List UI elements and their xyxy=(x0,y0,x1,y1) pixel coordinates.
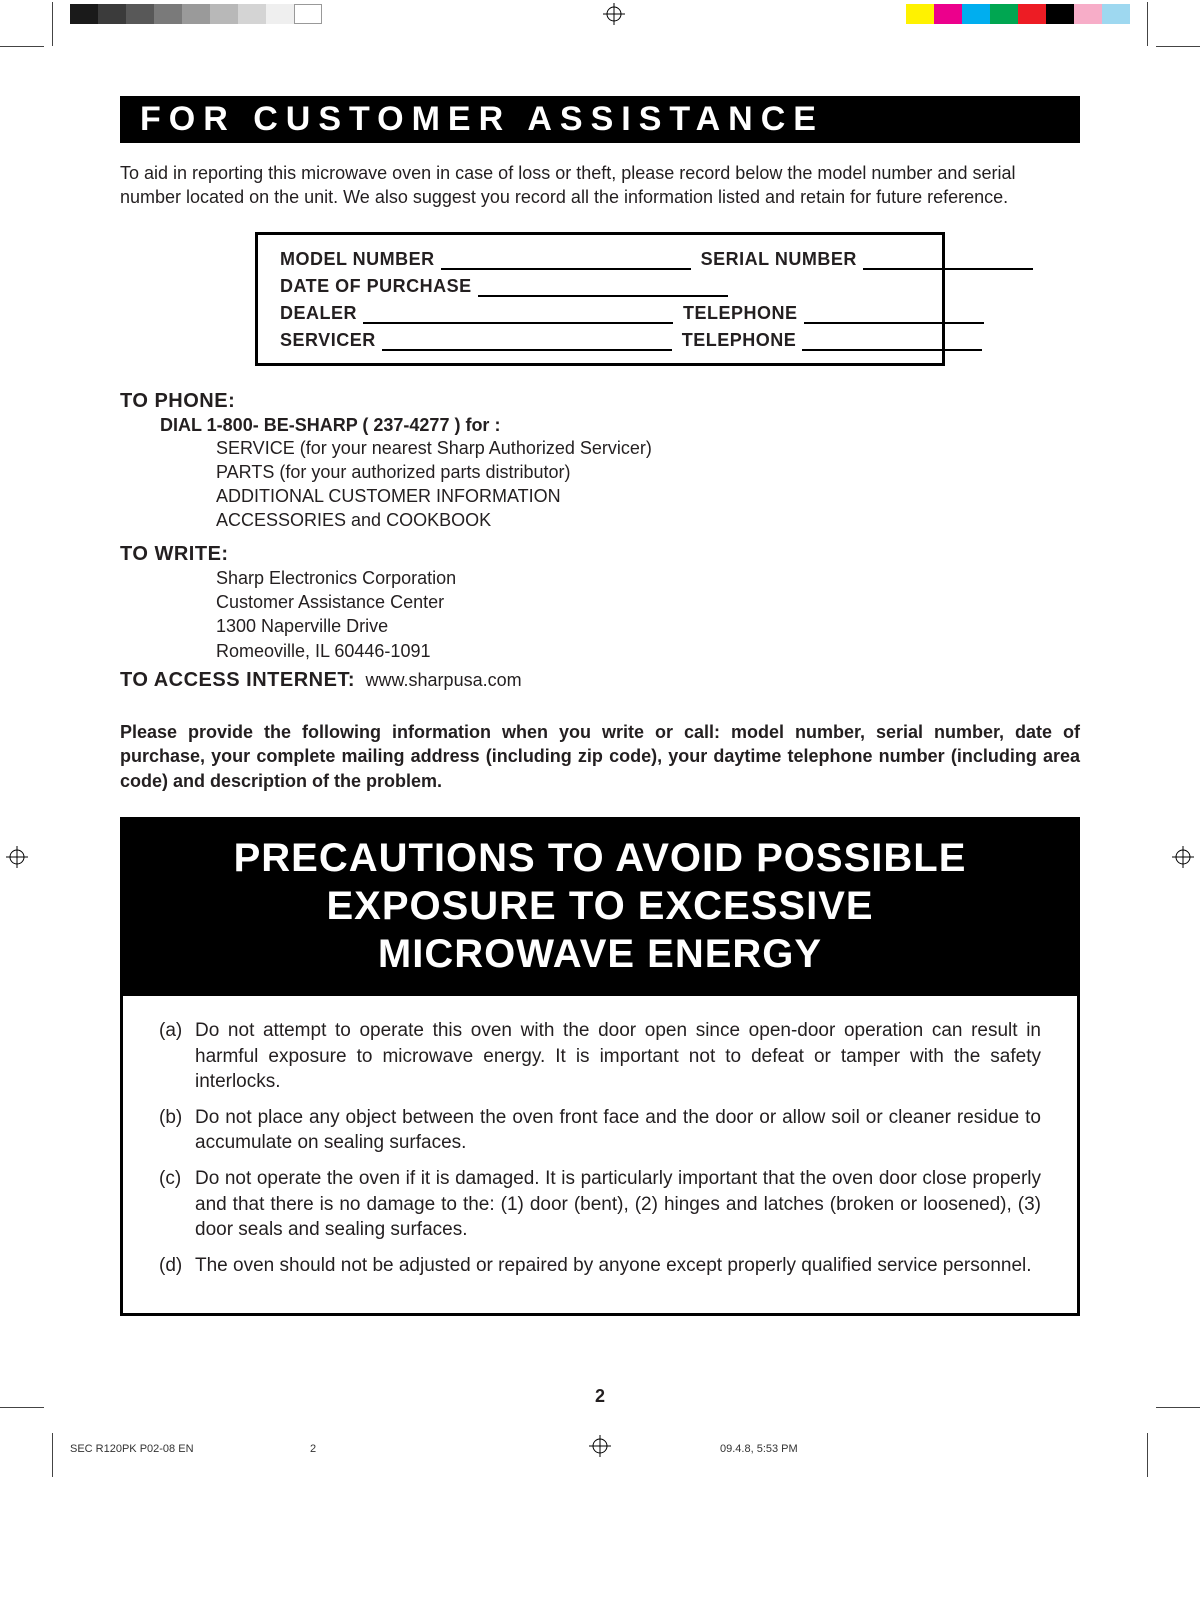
precaution-item: (d)The oven should not be adjusted or re… xyxy=(159,1253,1041,1279)
colorbar-swatch xyxy=(126,4,154,24)
colorbar-swatch xyxy=(98,4,126,24)
precaution-label: (b) xyxy=(159,1105,195,1156)
to-write-lines: Sharp Electronics CorporationCustomer As… xyxy=(216,566,1080,663)
colorbar-swatch xyxy=(1074,4,1102,24)
footer-timestamp: 09.4.8, 5:53 PM xyxy=(720,1443,798,1455)
servicer-phone-line xyxy=(802,337,982,351)
to-internet-heading: TO ACCESS INTERNET: xyxy=(120,669,355,691)
servicer-phone-label: TELEPHONE xyxy=(682,330,797,351)
footer-doc-id: SEC R120PK P02-08 EN xyxy=(70,1443,194,1455)
crop-marks-top xyxy=(0,26,1200,56)
colorbar-swatch xyxy=(962,4,990,24)
precaution-label: (a) xyxy=(159,1018,195,1095)
print-footer: SEC R120PK P02-08 EN 2 09.4.8, 5:53 PM xyxy=(0,1433,1200,1469)
to-write-line: Customer Assistance Center xyxy=(216,590,1080,614)
servicer-label: SERVICER xyxy=(280,330,376,351)
to-phone-lines: SERVICE (for your nearest Sharp Authoriz… xyxy=(216,436,1080,533)
colorbar-swatch xyxy=(238,4,266,24)
section-title: FOR CUSTOMER ASSISTANCE xyxy=(120,98,834,141)
section-title-bar: FOR CUSTOMER ASSISTANCE xyxy=(120,96,1080,143)
colorbar-swatch xyxy=(70,4,98,24)
model-number-label: MODEL NUMBER xyxy=(280,249,435,270)
precaution-text: Do not operate the oven if it is damaged… xyxy=(195,1166,1041,1243)
precautions-header-l1: PRECAUTIONS TO AVOID POSSIBLE xyxy=(133,834,1067,882)
colorbar-swatch xyxy=(906,4,934,24)
dial-instruction: DIAL 1-800- BE-SHARP ( 237-4277 ) for : xyxy=(160,415,1080,436)
page-number: 2 xyxy=(120,1386,1080,1407)
colorbar-swatch xyxy=(1046,4,1074,24)
dealer-line xyxy=(363,310,673,324)
date-of-purchase-line xyxy=(478,283,728,297)
precaution-text: Do not attempt to operate this oven with… xyxy=(195,1018,1041,1095)
colorbar-swatch xyxy=(294,4,322,24)
colorbar-swatch xyxy=(266,4,294,24)
colorbar-swatch xyxy=(154,4,182,24)
to-phone-line: SERVICE (for your nearest Sharp Authoriz… xyxy=(216,436,1080,460)
precaution-label: (d) xyxy=(159,1253,195,1279)
date-of-purchase-label: DATE OF PURCHASE xyxy=(280,276,472,297)
serial-number-label: SERIAL NUMBER xyxy=(701,249,857,270)
to-write-heading: TO WRITE: xyxy=(120,543,1080,566)
colorbar-swatch xyxy=(1018,4,1046,24)
registration-mark-top-icon xyxy=(603,3,625,25)
servicer-line xyxy=(382,337,672,351)
registration-mark-bottom-icon xyxy=(589,1435,611,1457)
intro-paragraph: To aid in reporting this microwave oven … xyxy=(120,161,1080,210)
press-colorbar xyxy=(0,2,1200,26)
required-info-paragraph: Please provide the following information… xyxy=(120,720,1080,793)
record-info-box: MODEL NUMBER SERIAL NUMBER DATE OF PURCH… xyxy=(255,232,945,366)
precaution-item: (b)Do not place any object between the o… xyxy=(159,1105,1041,1156)
precautions-header-l2: EXPOSURE TO EXCESSIVE xyxy=(133,882,1067,930)
precautions-list: (a)Do not attempt to operate this oven w… xyxy=(123,996,1077,1313)
model-number-line xyxy=(441,256,691,270)
precautions-header-l3: MICROWAVE ENERGY xyxy=(133,930,1067,978)
footer-page: 2 xyxy=(310,1443,316,1455)
dealer-phone-line xyxy=(804,310,984,324)
to-phone-line: ADDITIONAL CUSTOMER INFORMATION xyxy=(216,484,1080,508)
page-content: FOR CUSTOMER ASSISTANCE To aid in report… xyxy=(120,96,1080,1407)
to-phone-heading: TO PHONE: xyxy=(120,390,1080,413)
dealer-label: DEALER xyxy=(280,303,357,324)
colorbar-swatch xyxy=(934,4,962,24)
serial-number-line xyxy=(863,256,1033,270)
internet-url: www.sharpusa.com xyxy=(366,670,522,690)
to-phone-line: PARTS (for your authorized parts distrib… xyxy=(216,460,1080,484)
colorbar-swatch xyxy=(1102,4,1130,24)
to-phone-line: ACCESSORIES and COOKBOOK xyxy=(216,508,1080,532)
registration-mark-left-icon xyxy=(6,846,28,868)
registration-mark-right-icon xyxy=(1172,846,1194,868)
precaution-text: The oven should not be adjusted or repai… xyxy=(195,1253,1041,1279)
precaution-label: (c) xyxy=(159,1166,195,1243)
colorbar-swatch xyxy=(182,4,210,24)
to-write-line: Sharp Electronics Corporation xyxy=(216,566,1080,590)
precaution-text: Do not place any object between the oven… xyxy=(195,1105,1041,1156)
to-write-line: 1300 Naperville Drive xyxy=(216,614,1080,638)
precautions-header: PRECAUTIONS TO AVOID POSSIBLE EXPOSURE T… xyxy=(123,820,1077,996)
crop-marks-bottom xyxy=(0,1413,1200,1433)
precautions-box: PRECAUTIONS TO AVOID POSSIBLE EXPOSURE T… xyxy=(120,817,1080,1316)
dealer-phone-label: TELEPHONE xyxy=(683,303,798,324)
to-write-line: Romeoville, IL 60446-1091 xyxy=(216,639,1080,663)
precaution-item: (c)Do not operate the oven if it is dama… xyxy=(159,1166,1041,1243)
precaution-item: (a)Do not attempt to operate this oven w… xyxy=(159,1018,1041,1095)
colorbar-swatch xyxy=(990,4,1018,24)
colorbar-swatch xyxy=(210,4,238,24)
